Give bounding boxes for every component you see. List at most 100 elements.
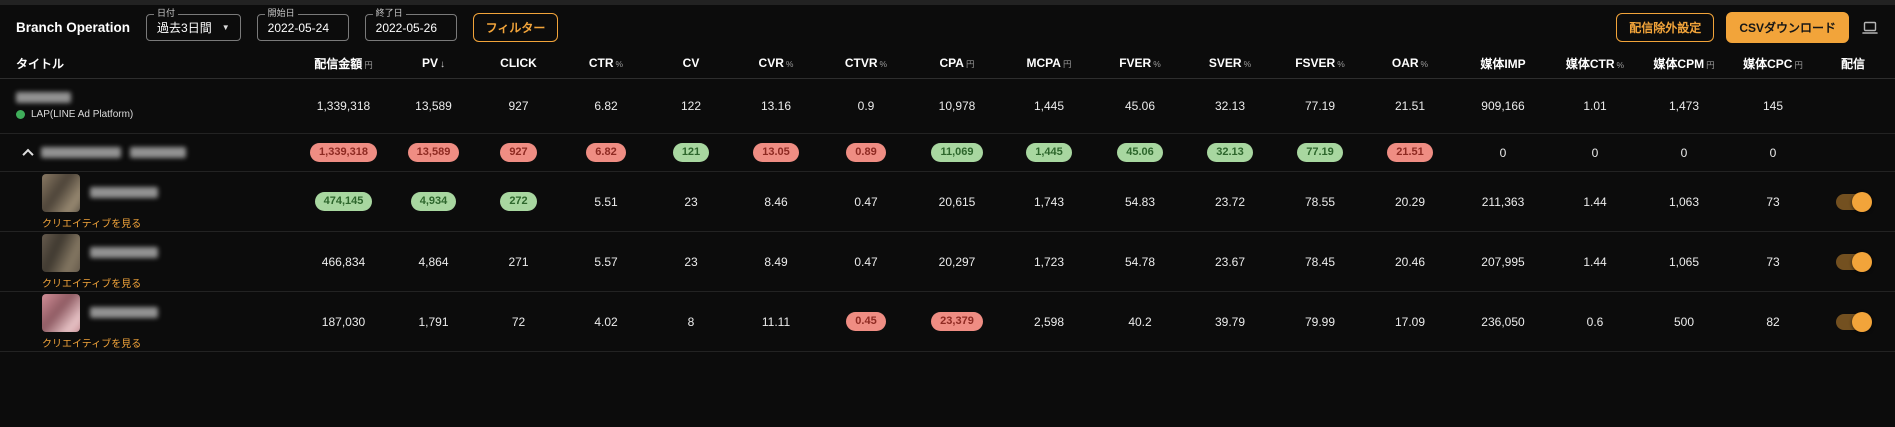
row-title-cell: クリエイティブを見る bbox=[16, 234, 296, 290]
column-header-oar[interactable]: OAR% bbox=[1391, 56, 1429, 70]
creative-thumbnail bbox=[42, 174, 80, 212]
metric-cell: 271 bbox=[508, 254, 529, 269]
column-header-spend[interactable]: 配信金額円 bbox=[314, 56, 373, 71]
metric-cell: 11.11 bbox=[761, 314, 791, 329]
green-status-pill: 121 bbox=[672, 142, 710, 163]
metric-cell: 236,050 bbox=[1481, 314, 1525, 329]
redacted-title bbox=[41, 147, 121, 158]
platform-label-row: LAP(LINE Ad Platform) bbox=[16, 109, 296, 120]
metric-cell: 1,339,318 bbox=[316, 99, 371, 113]
monitor-icon[interactable] bbox=[1861, 20, 1879, 36]
metric-cell: 1,791 bbox=[418, 314, 449, 329]
delivery-toggle[interactable] bbox=[1836, 191, 1872, 212]
metric-cell: 909,166 bbox=[1481, 99, 1525, 113]
metric-cell: 54.78 bbox=[1124, 254, 1156, 269]
metric-cell: 23 bbox=[684, 194, 698, 209]
red-status-pill: 0.45 bbox=[846, 311, 886, 332]
metric-cell: 927 bbox=[508, 99, 529, 113]
column-header-sver[interactable]: SVER% bbox=[1208, 56, 1252, 70]
metric-cell: 1,445 bbox=[1003, 142, 1095, 163]
column-header-ctr[interactable]: CTR% bbox=[588, 56, 624, 70]
column-header-cv[interactable]: CV bbox=[682, 56, 700, 70]
column-header-fver[interactable]: FVER% bbox=[1119, 56, 1161, 70]
metric-cell: 207,995 bbox=[1481, 254, 1525, 269]
table-header: タイトル 配信金額円 PV ↓ CLICK CTR% CV CVR% CTVR% … bbox=[0, 48, 1895, 79]
metric-cell: 32.13 bbox=[1185, 142, 1275, 163]
metric-cell: 927 bbox=[476, 142, 561, 163]
csv-download-button[interactable]: CSVダウンロード bbox=[1726, 12, 1849, 43]
column-header-click[interactable]: CLICK bbox=[500, 56, 537, 70]
red-status-pill: 23,379 bbox=[931, 311, 983, 332]
red-status-pill: 6.82 bbox=[586, 142, 626, 163]
metric-cell: 1,339,318 bbox=[296, 142, 391, 163]
filter-button[interactable]: フィルター bbox=[472, 13, 559, 42]
metric-cell: 4,934 bbox=[391, 191, 476, 212]
metric-cell: 6.82 bbox=[561, 142, 651, 163]
redacted-title bbox=[130, 147, 186, 158]
metric-cell: 0.9 bbox=[857, 99, 875, 113]
column-header-media-cpc[interactable]: 媒体CPC 円 bbox=[1743, 56, 1803, 71]
redacted-title bbox=[90, 187, 158, 198]
metric-cell: 1,065 bbox=[1668, 254, 1700, 269]
view-creative-link[interactable]: クリエイティブを見る bbox=[42, 338, 142, 350]
metric-cell: 13,589 bbox=[415, 99, 452, 113]
metric-cell: 0 bbox=[1680, 145, 1688, 160]
metric-cell: 1.01 bbox=[1583, 99, 1607, 113]
column-header-pv[interactable]: PV ↓ bbox=[421, 56, 445, 70]
metric-cell: 1.44 bbox=[1583, 254, 1607, 269]
metric-cell: 73 bbox=[1766, 194, 1780, 209]
date-range-value: 過去3日間 bbox=[157, 21, 212, 35]
start-date-value: 2022-05-24 bbox=[267, 20, 330, 35]
redacted-title bbox=[90, 307, 158, 318]
date-range-select[interactable]: 日付 過去3日間 ▼ bbox=[146, 8, 241, 41]
metric-cell: 20.29 bbox=[1394, 194, 1426, 209]
red-status-pill: 13,589 bbox=[407, 142, 460, 163]
delivery-exclusion-settings-button[interactable]: 配信除外設定 bbox=[1616, 13, 1715, 42]
view-creative-link[interactable]: クリエイティブを見る bbox=[42, 218, 142, 230]
metric-cell: 1,473 bbox=[1668, 99, 1700, 113]
metric-cell: 1.44 bbox=[1583, 194, 1607, 209]
row-title-cell: クリエイティブを見る bbox=[16, 174, 296, 230]
status-dot-icon bbox=[16, 110, 25, 119]
column-header-media-imp[interactable]: 媒体IMP bbox=[1480, 56, 1526, 71]
red-status-pill: 0.89 bbox=[846, 142, 886, 163]
column-header-cpa[interactable]: CPA 円 bbox=[939, 56, 975, 70]
metric-cell: 79.99 bbox=[1304, 314, 1336, 329]
collapse-chevron-icon[interactable] bbox=[22, 148, 34, 160]
metric-cell: 0.45 bbox=[821, 311, 911, 332]
column-header-mcpa[interactable]: MCPA 円 bbox=[1026, 56, 1072, 70]
column-header-media-ctr[interactable]: 媒体CTR% bbox=[1565, 56, 1625, 71]
metric-cell: 17.09 bbox=[1394, 314, 1426, 329]
start-date-input[interactable]: 開始日 2022-05-24 bbox=[256, 8, 349, 41]
column-header-title[interactable]: タイトル bbox=[16, 56, 65, 71]
red-status-pill: 13.05 bbox=[753, 142, 799, 163]
column-header-media-cpm[interactable]: 媒体CPM 円 bbox=[1653, 56, 1715, 71]
metric-cell: 13.05 bbox=[731, 142, 821, 163]
metric-cell: 474,145 bbox=[296, 191, 391, 212]
metric-cell: 23,379 bbox=[911, 311, 1003, 332]
metric-cell: 20.46 bbox=[1394, 254, 1426, 269]
table-row: クリエイティブを見る 187,030 1,791 72 4.02 8 11.11 0.45 23… bbox=[0, 292, 1895, 352]
delivery-toggle[interactable] bbox=[1836, 311, 1872, 332]
column-header-ctvr[interactable]: CTVR% bbox=[844, 56, 888, 70]
end-date-input[interactable]: 終了日 2022-05-26 bbox=[364, 8, 457, 41]
column-header-cvr[interactable]: CVR% bbox=[758, 56, 794, 70]
view-creative-link[interactable]: クリエイティブを見る bbox=[42, 278, 142, 290]
metric-cell: 54.83 bbox=[1124, 194, 1156, 209]
metric-cell: 21.51 bbox=[1365, 142, 1455, 163]
metric-cell: 39.79 bbox=[1214, 314, 1246, 329]
metric-cell: 77.19 bbox=[1304, 99, 1336, 113]
metric-cell: 5.57 bbox=[594, 254, 618, 269]
metric-cell: 73 bbox=[1766, 254, 1780, 269]
metric-cell: 1,743 bbox=[1033, 194, 1065, 209]
metric-cell: 78.45 bbox=[1304, 254, 1336, 269]
delivery-toggle[interactable] bbox=[1836, 251, 1872, 272]
metric-cell: 23 bbox=[684, 254, 698, 269]
metric-cell: 122 bbox=[680, 99, 702, 113]
metric-cell: 5.51 bbox=[594, 194, 618, 209]
column-header-delivery: 配信 bbox=[1840, 56, 1865, 71]
green-status-pill: 32.13 bbox=[1207, 142, 1253, 163]
green-status-pill: 1,445 bbox=[1026, 142, 1072, 163]
metric-cell: 82 bbox=[1766, 314, 1780, 329]
column-header-fsver[interactable]: FSVER% bbox=[1295, 56, 1345, 70]
